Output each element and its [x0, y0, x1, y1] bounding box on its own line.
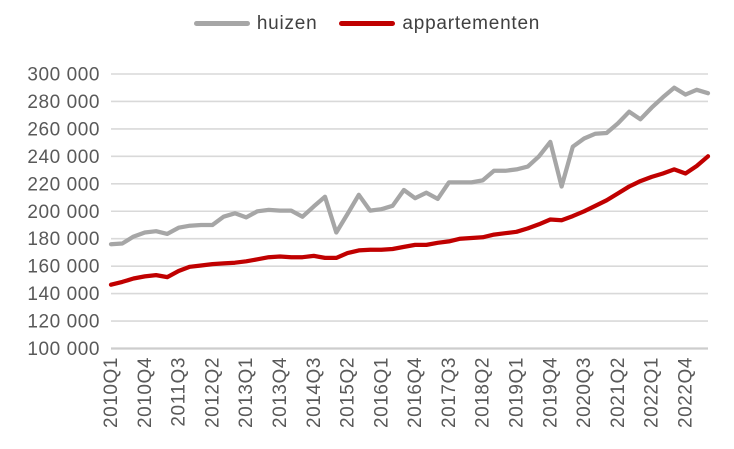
y-tick-label: 180 000: [27, 229, 100, 250]
x-tick-label: 2021Q2: [608, 357, 629, 428]
series-line-huizen: [108, 85, 711, 247]
x-tick-label: 2020Q3: [574, 357, 595, 428]
y-tick-label: 120 000: [27, 312, 100, 333]
x-tick-label: 2016Q4: [405, 357, 426, 428]
y-tick-label: 260 000: [27, 119, 100, 140]
huizen-line-swatch: [193, 21, 250, 26]
y-tick-label: 100 000: [27, 339, 100, 360]
series-line-appartementen: [108, 154, 711, 287]
y-tick-label: 280 000: [27, 92, 100, 113]
x-tick-label: 2019Q1: [507, 357, 528, 428]
x-tick-label: 2013Q1: [236, 357, 257, 428]
x-tick-label: 2016Q1: [371, 357, 392, 428]
y-tick-label: 200 000: [27, 202, 100, 223]
appartementen-line-swatch: [339, 21, 396, 26]
x-tick-label: 2015Q2: [338, 357, 359, 428]
x-tick-label: 2013Q4: [270, 357, 291, 428]
legend-label-huizen: huizen: [256, 13, 318, 34]
x-tick-label: 2022Q4: [675, 357, 696, 428]
legend-item-huizen: huizen: [193, 13, 318, 34]
y-tick-label: 240 000: [27, 147, 100, 168]
x-tick-label: 2012Q2: [202, 357, 223, 428]
x-tick-label: 2011Q3: [169, 357, 190, 427]
x-tick-label: 2019Q4: [540, 357, 561, 428]
y-tick-label: 220 000: [27, 174, 100, 195]
legend-item-appartementen: appartementen: [339, 14, 540, 33]
x-tick-label: 2018Q2: [473, 357, 494, 428]
x-tick-label: 2014Q3: [304, 357, 325, 428]
y-tick-label: 140 000: [27, 284, 100, 305]
x-tick-label: 2010Q4: [135, 357, 156, 428]
legend: huizen appartementen: [0, 14, 734, 33]
x-tick-label: 2022Q1: [642, 357, 663, 428]
x-tick-label: 2010Q1: [101, 357, 122, 428]
y-tick-label: 160 000: [27, 257, 100, 278]
y-tick-label: 300 000: [27, 65, 100, 86]
x-tick-label: 2017Q3: [439, 357, 460, 428]
legend-label-appartementen: appartementen: [402, 13, 541, 34]
